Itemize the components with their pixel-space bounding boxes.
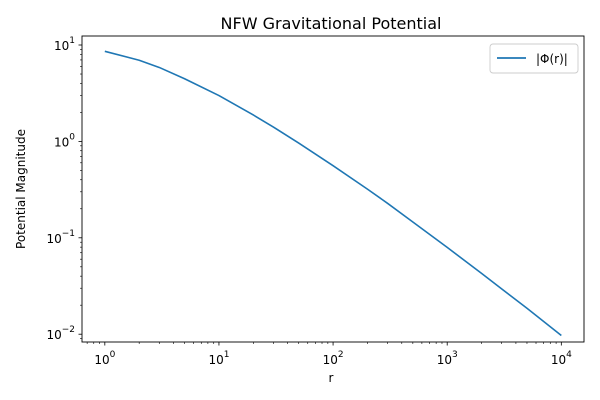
x-tick-label: 104 bbox=[551, 350, 572, 367]
x-tick-label: 101 bbox=[208, 350, 229, 367]
x-axis-ticks: 100 101 102 103 104 bbox=[86, 342, 572, 367]
series-layer bbox=[104, 50, 562, 337]
legend: |Φ(r)| bbox=[489, 43, 579, 74]
y-tick-label: 100 bbox=[54, 132, 75, 149]
series-line bbox=[104, 50, 562, 337]
x-tick-label: 100 bbox=[94, 350, 115, 367]
y-tick-label: 10−1 bbox=[46, 229, 75, 246]
y-axis-label: Potential Magnitude bbox=[14, 129, 28, 249]
chart-title: NFW Gravitational Potential bbox=[221, 14, 442, 33]
y-axis-ticks: 10−2 10−1 100 101 bbox=[46, 36, 82, 342]
legend-box bbox=[489, 43, 579, 74]
x-axis-label: r bbox=[329, 371, 334, 385]
x-tick-label: 103 bbox=[437, 350, 458, 367]
legend-label: |Φ(r)| bbox=[536, 52, 568, 66]
plot-area: 100 101 102 103 104 10−2 10−1 100 101 bbox=[46, 35, 585, 367]
y-tick-label: 101 bbox=[54, 36, 75, 53]
y-tick-label: 10−2 bbox=[46, 325, 75, 342]
x-tick-label: 102 bbox=[323, 350, 344, 367]
